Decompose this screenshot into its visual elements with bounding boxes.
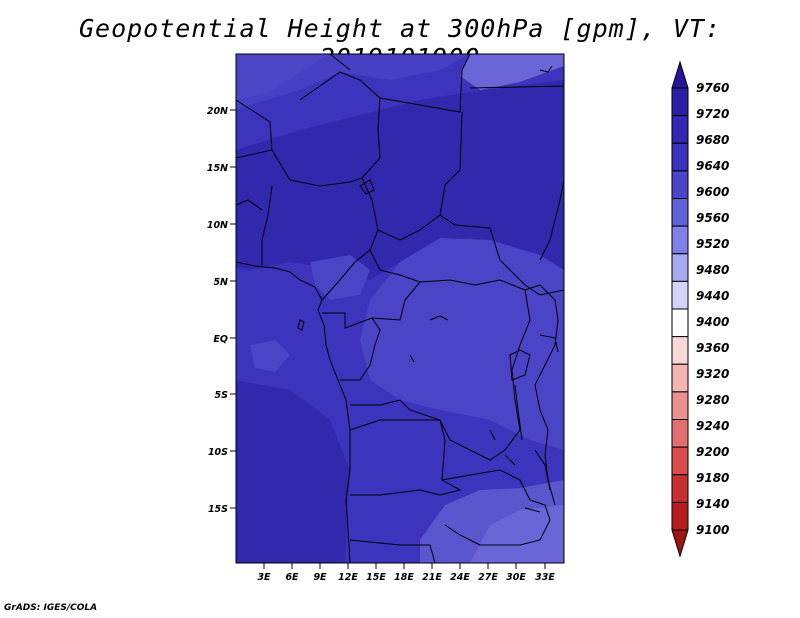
border-niger-south <box>271 149 363 187</box>
colorbar-level-label: 9520 <box>696 237 729 251</box>
border-egypt <box>469 85 564 89</box>
border-zambia <box>441 469 551 546</box>
colorbar-level-label: 9760 <box>696 81 729 95</box>
contour-northeast-light <box>460 54 564 90</box>
small-lakes <box>409 315 541 513</box>
map-frame <box>235 53 565 564</box>
contour-south-light <box>470 505 564 563</box>
colorbar-level-label: 9560 <box>696 211 729 225</box>
latitude-axis: 20N 15N 10N 5N EQ 5S 10S 15S <box>207 106 236 515</box>
border-sudan <box>439 111 564 296</box>
lake-malawi <box>534 449 551 491</box>
border-north-small <box>329 54 351 71</box>
lon-label: 18E <box>394 572 414 583</box>
lat-label: 5S <box>215 390 229 401</box>
colorbar-labels: 9760 9720 9680 9640 9600 9560 9520 9480 9440 9400… <box>696 81 729 537</box>
lon-label: 24E <box>450 572 470 583</box>
colorbar: 9760 9720 9680 9640 9600 9560 9520 9480 9440 9400… <box>671 60 729 558</box>
colorbar-cell <box>671 308 689 338</box>
colorbar-level-label: 9440 <box>696 289 729 303</box>
coastline-west <box>236 261 351 563</box>
country-borders <box>236 54 564 563</box>
colorbar-cell <box>671 336 689 365</box>
colorbar-cell <box>671 115 689 144</box>
border-mali <box>236 99 273 159</box>
lon-label: 9E <box>313 572 327 583</box>
lon-label: 3E <box>257 572 271 583</box>
colorbar-cell <box>671 170 689 199</box>
colorbar-cell <box>671 198 689 227</box>
colorbar-level-label: 9400 <box>696 315 729 329</box>
border-congo-north <box>371 281 421 321</box>
lat-label: 5N <box>213 277 228 288</box>
border-benin <box>261 185 273 265</box>
lat-label: 15S <box>208 504 228 515</box>
colorbar-level-label: 9200 <box>696 445 729 459</box>
border-chad-south <box>377 214 441 241</box>
contour-congo-basin <box>360 238 564 450</box>
colorbar-cell <box>671 87 689 117</box>
lat-label: EQ <box>213 334 228 345</box>
colorbar-level-label: 9360 <box>696 341 729 355</box>
longitude-axis: 3E 6E 9E 12E 15E 18E 21E 24E 27E 30E 33E <box>257 563 555 583</box>
colorbar-cell <box>671 474 689 503</box>
colorbar-bottom-arrow <box>671 529 689 558</box>
lon-label: 12E <box>338 572 358 583</box>
colorbar-cell <box>671 501 689 531</box>
colorbar-cell <box>671 280 689 310</box>
lake-chad <box>359 179 375 195</box>
colorbar-level-label: 9480 <box>696 263 729 277</box>
colorbar-top-arrow <box>671 60 689 89</box>
height-contours <box>236 54 564 563</box>
bioko-island <box>297 319 305 331</box>
lat-label: 20N <box>207 106 228 117</box>
colorbar-level-label: 9640 <box>696 159 729 173</box>
colorbar-cell <box>671 253 689 282</box>
contour-central-dark <box>236 80 564 280</box>
lon-label: 21E <box>422 572 442 583</box>
lon-label: 15E <box>366 572 386 583</box>
border-ethiopia <box>539 179 564 261</box>
colorbar-level-label: 9320 <box>696 367 729 381</box>
colorbar-cell <box>671 391 689 420</box>
border-ghana <box>236 199 263 211</box>
colorbar-cell <box>671 225 689 255</box>
colorbar-level-label: 9100 <box>696 523 729 537</box>
border-namibia <box>349 539 436 563</box>
colorbar-level-label: 9240 <box>696 419 729 433</box>
lon-label: 6E <box>285 572 299 583</box>
sinai <box>539 65 553 73</box>
colorbar-cell <box>671 363 689 393</box>
colorbar-level-label: 9600 <box>696 185 729 199</box>
colorbar-cells <box>671 87 689 531</box>
lake-tanganyika <box>514 384 523 441</box>
colorbar-level-label: 9280 <box>696 393 729 407</box>
colorbar-level-label: 9680 <box>696 133 729 147</box>
lat-label: 10N <box>207 220 228 231</box>
contour-patch-cameroon <box>310 255 370 300</box>
colorbar-cell <box>671 446 689 476</box>
lon-label: 30E <box>506 572 526 583</box>
border-east <box>524 284 559 506</box>
colorbar-cell <box>671 419 689 448</box>
lon-label: 33E <box>535 572 555 583</box>
lon-label: 27E <box>478 572 498 583</box>
border-kenya <box>539 334 559 353</box>
contour-patch-west <box>250 340 290 372</box>
contour-north-mid <box>236 54 470 110</box>
contour-southwest-dark <box>236 380 350 563</box>
lat-label: 15N <box>207 163 228 174</box>
colorbar-cell <box>671 142 689 172</box>
colorbar-level-label: 9720 <box>696 107 729 121</box>
border-drc <box>350 279 531 461</box>
lake-victoria <box>509 349 531 381</box>
border-gabon-congo <box>322 312 381 381</box>
border-libya <box>379 54 471 113</box>
colorbar-level-label: 9140 <box>696 497 729 511</box>
colorbar-level-label: 9180 <box>696 471 729 485</box>
lat-label: 10S <box>208 447 228 458</box>
grads-credit: GrADS: IGES/COLA <box>4 603 98 613</box>
